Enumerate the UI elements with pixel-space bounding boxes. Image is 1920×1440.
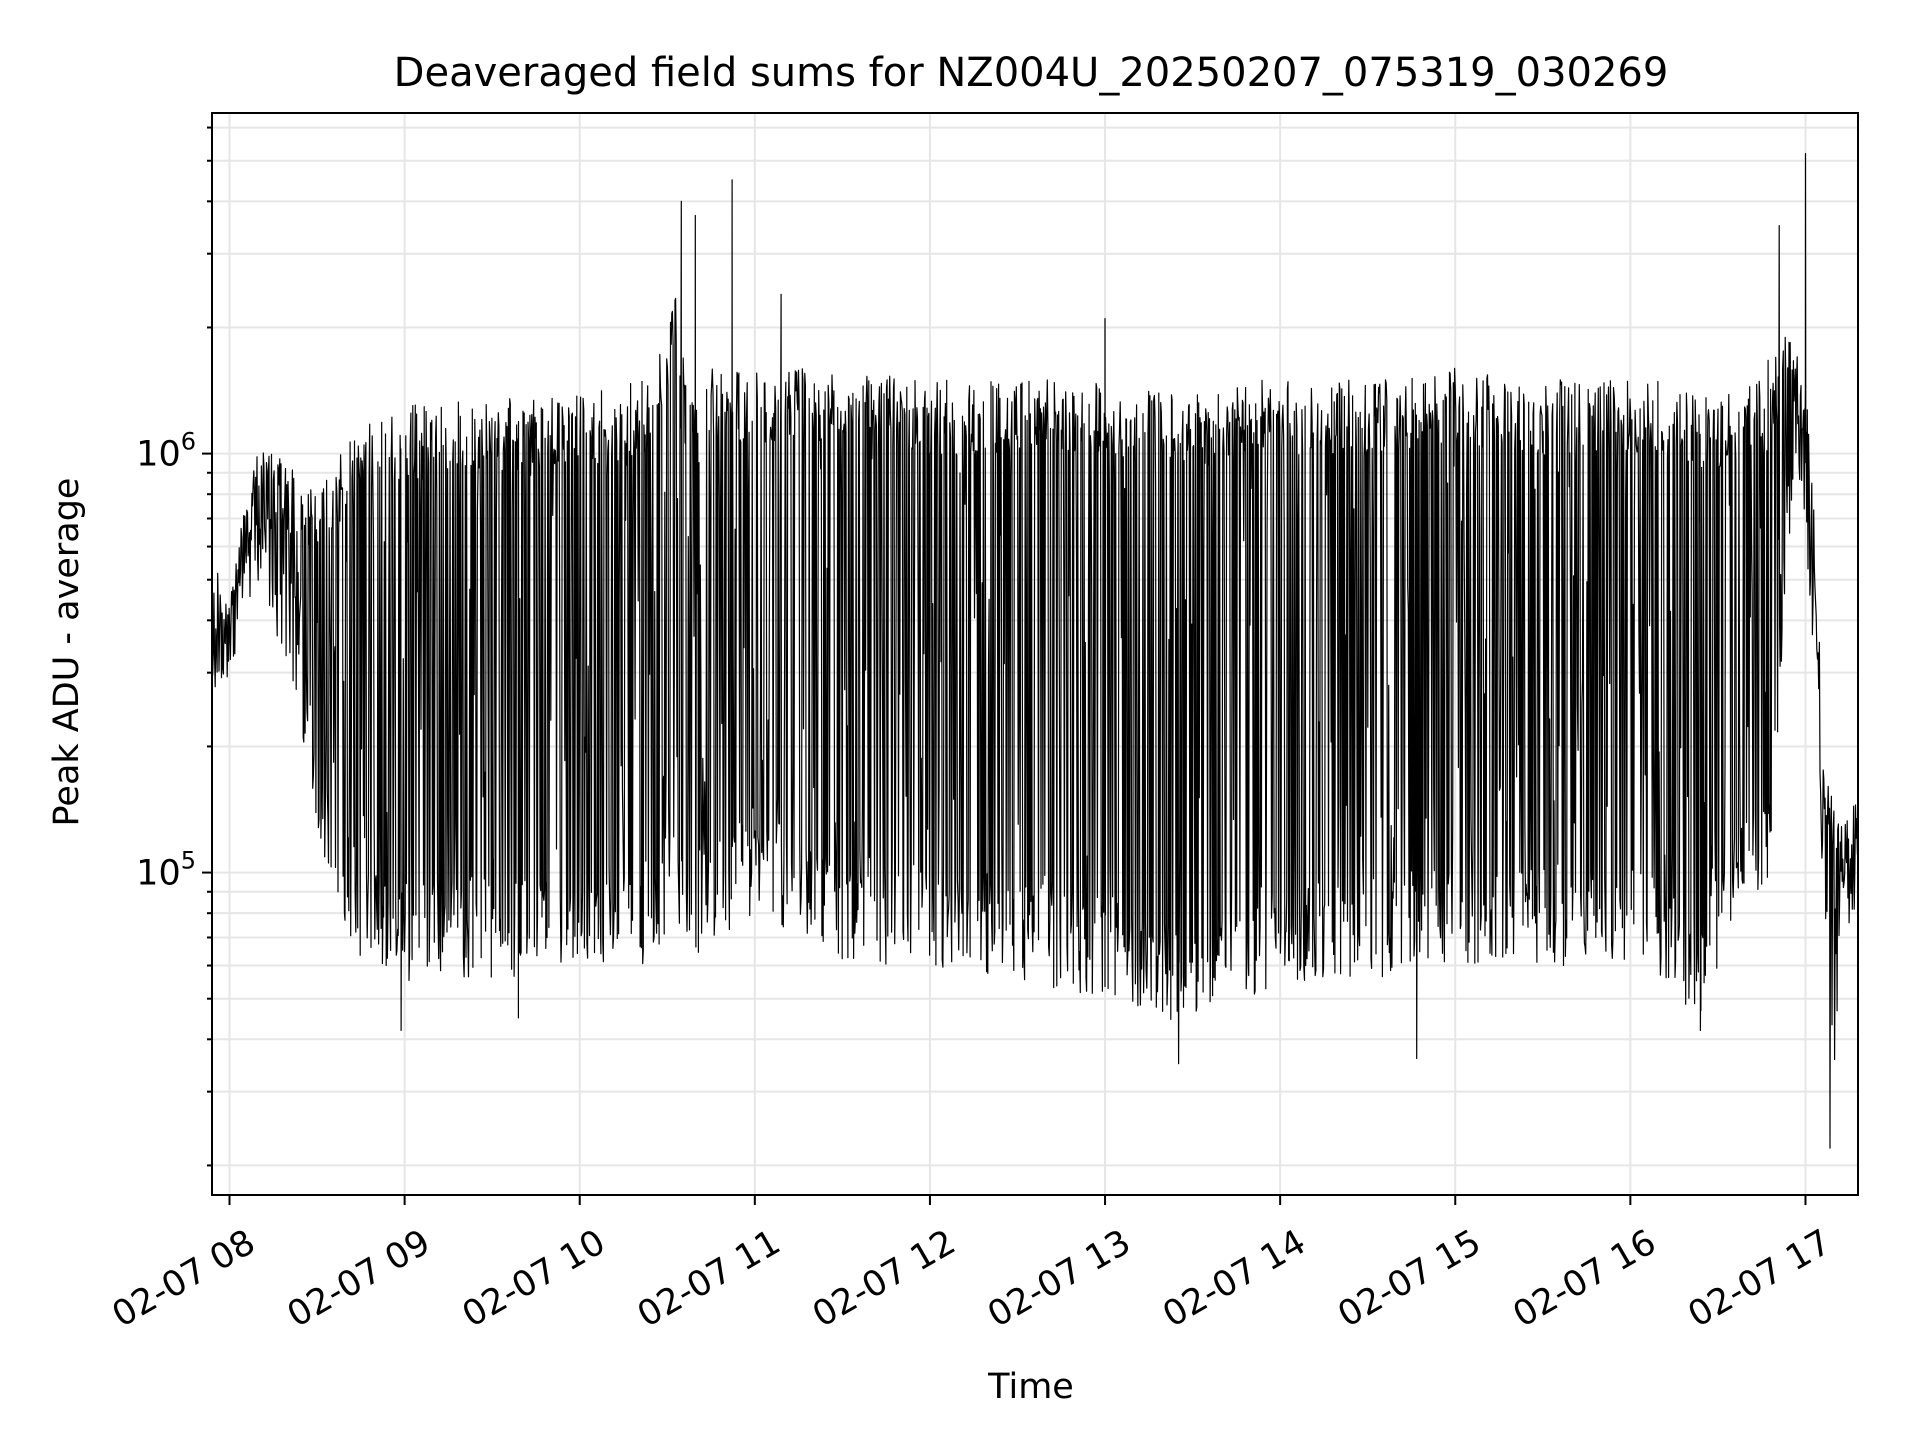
y-tick-label: 105 <box>136 847 196 894</box>
chart-title: Deaveraged field sums for NZ004U_2025020… <box>394 50 1669 96</box>
data-series <box>211 153 1859 1149</box>
series-line <box>211 153 1859 1149</box>
plot-frame <box>211 112 1859 1196</box>
y-tick-label: 106 <box>136 428 196 475</box>
y-axis-label: Peak ADU - average <box>47 478 87 827</box>
x-axis-label: Time <box>987 1367 1074 1407</box>
